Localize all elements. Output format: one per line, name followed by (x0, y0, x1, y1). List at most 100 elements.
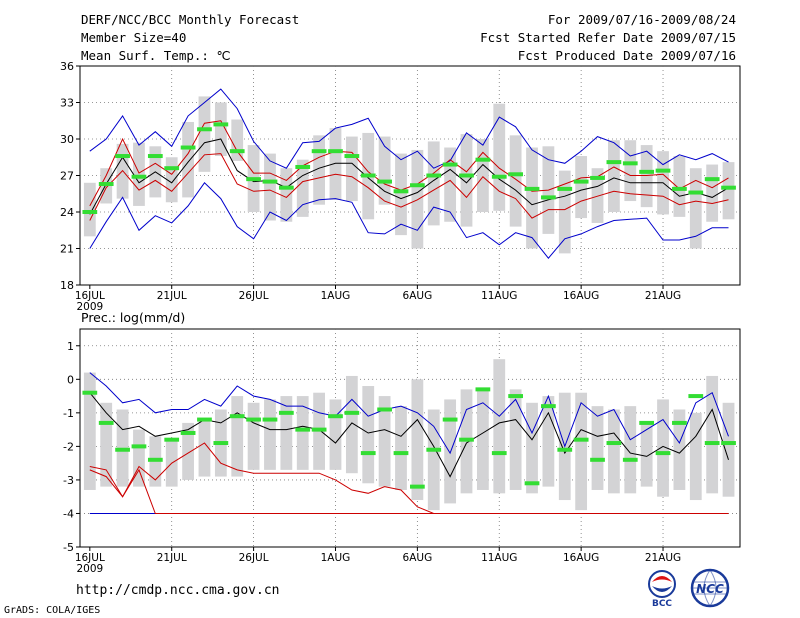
spread-bar (395, 406, 407, 490)
observed-marker (721, 185, 736, 190)
spread-bar (689, 412, 702, 501)
observed-marker (491, 451, 507, 456)
observed-marker (524, 186, 540, 191)
source-url[interactable]: http://cmdp.ncc.cma.gov.cn (76, 583, 280, 598)
spread-bar (476, 139, 489, 212)
observed-marker (311, 427, 327, 432)
spread-bar (591, 406, 604, 490)
observed-marker (115, 154, 130, 159)
x-tick-label: 21AUG (645, 552, 681, 564)
max-series-line (89, 88, 729, 169)
observed-marker (295, 164, 311, 169)
spread-bar (231, 119, 244, 161)
spread-bar (706, 375, 719, 494)
lower-series-line (89, 153, 729, 221)
spread-bar (444, 399, 457, 504)
y-tick-label: -1 (63, 407, 74, 420)
y-tick-label: 1 (67, 340, 74, 353)
observed-marker (213, 122, 229, 127)
panel-frame (79, 328, 741, 548)
member-size-label: Member Size=40 (81, 30, 187, 45)
spread-bar (689, 168, 702, 249)
observed-marker (311, 149, 327, 154)
x-tick-label: 11AUG (481, 290, 517, 302)
observed-marker (655, 451, 671, 456)
mean-series-line (89, 392, 729, 478)
observed-marker (98, 420, 114, 425)
spread-bar (329, 399, 342, 470)
observed-marker (557, 447, 573, 452)
spread-bar (280, 396, 293, 470)
spread-bar (83, 182, 96, 237)
observed-marker (360, 173, 376, 178)
observed-marker (229, 149, 245, 154)
spread-bar (657, 399, 669, 497)
observed-marker (606, 160, 622, 165)
spread-bar (722, 402, 735, 497)
observed-marker (164, 437, 180, 442)
observed-marker (295, 427, 311, 432)
grads-credit: GrADS: COLA/IGES (4, 605, 101, 616)
fcst-started-date: Fcst Started Refer Date 2009/07/15 (480, 30, 736, 45)
spread-bar (673, 156, 686, 217)
observed-marker (246, 177, 261, 182)
ncc-logo: NCC (690, 568, 730, 608)
spread-bar (640, 145, 653, 208)
observed-marker (508, 172, 524, 177)
x-year-label: 2009 (76, 301, 103, 313)
spread-bar (214, 102, 227, 157)
y-tick-label: 30 (60, 133, 74, 146)
x-tick-label: 6AUG (403, 290, 433, 302)
observed-marker (688, 394, 704, 399)
spread-bar (133, 429, 145, 487)
observed-marker (410, 484, 425, 489)
spread-bar (509, 389, 522, 490)
spread-bar (165, 157, 178, 203)
observed-marker (197, 127, 212, 132)
spread-bar (427, 409, 440, 511)
fcst-produced-date: Fcst Produced Date 2009/07/16 (517, 48, 736, 63)
mean-series-line (89, 138, 729, 215)
observed-marker (672, 420, 687, 425)
ncc-logo-text: NCC (696, 582, 724, 596)
spread-bar (296, 159, 309, 217)
spread-bar (493, 103, 506, 211)
observed-marker (590, 175, 605, 180)
x-tick-label: 16JUL (75, 290, 105, 302)
observed-marker (147, 457, 163, 462)
chart-title: DERF/NCC/BCC Monthly Forecast (81, 12, 300, 27)
spread-bar (493, 359, 506, 494)
observed-marker (688, 190, 704, 195)
observed-marker (262, 179, 278, 184)
observed-marker (131, 444, 147, 449)
observed-marker (442, 417, 458, 422)
spread-bar (526, 147, 538, 249)
spread-bar (182, 422, 194, 480)
upper-series-line (89, 120, 729, 207)
spread-bar (575, 156, 588, 219)
y-tick-label: 36 (60, 60, 74, 73)
observed-marker (426, 173, 442, 178)
observed-marker (475, 387, 491, 392)
spread-bar (378, 396, 391, 487)
observed-marker (180, 430, 196, 435)
spread-bar (198, 96, 211, 172)
spread-bar (411, 149, 424, 249)
spread-bar (722, 162, 735, 220)
observed-marker (213, 441, 229, 446)
observed-marker (573, 179, 589, 184)
observed-marker (229, 414, 245, 419)
spread-bar (476, 389, 489, 490)
observed-marker (590, 457, 605, 462)
x-tick-label: 6AUG (403, 552, 433, 564)
spread-bar (526, 402, 538, 494)
bcc-logo: BCC (648, 570, 676, 608)
x-tick-label: 1AUG (321, 552, 351, 564)
y-tick-label: -4 (63, 507, 74, 520)
spread-bar (345, 375, 358, 474)
observed-marker (344, 410, 360, 415)
spread-bar (608, 409, 620, 494)
x-tick-label: 16AUG (563, 552, 599, 564)
observed-marker (721, 441, 736, 446)
spread-bar (345, 136, 358, 202)
